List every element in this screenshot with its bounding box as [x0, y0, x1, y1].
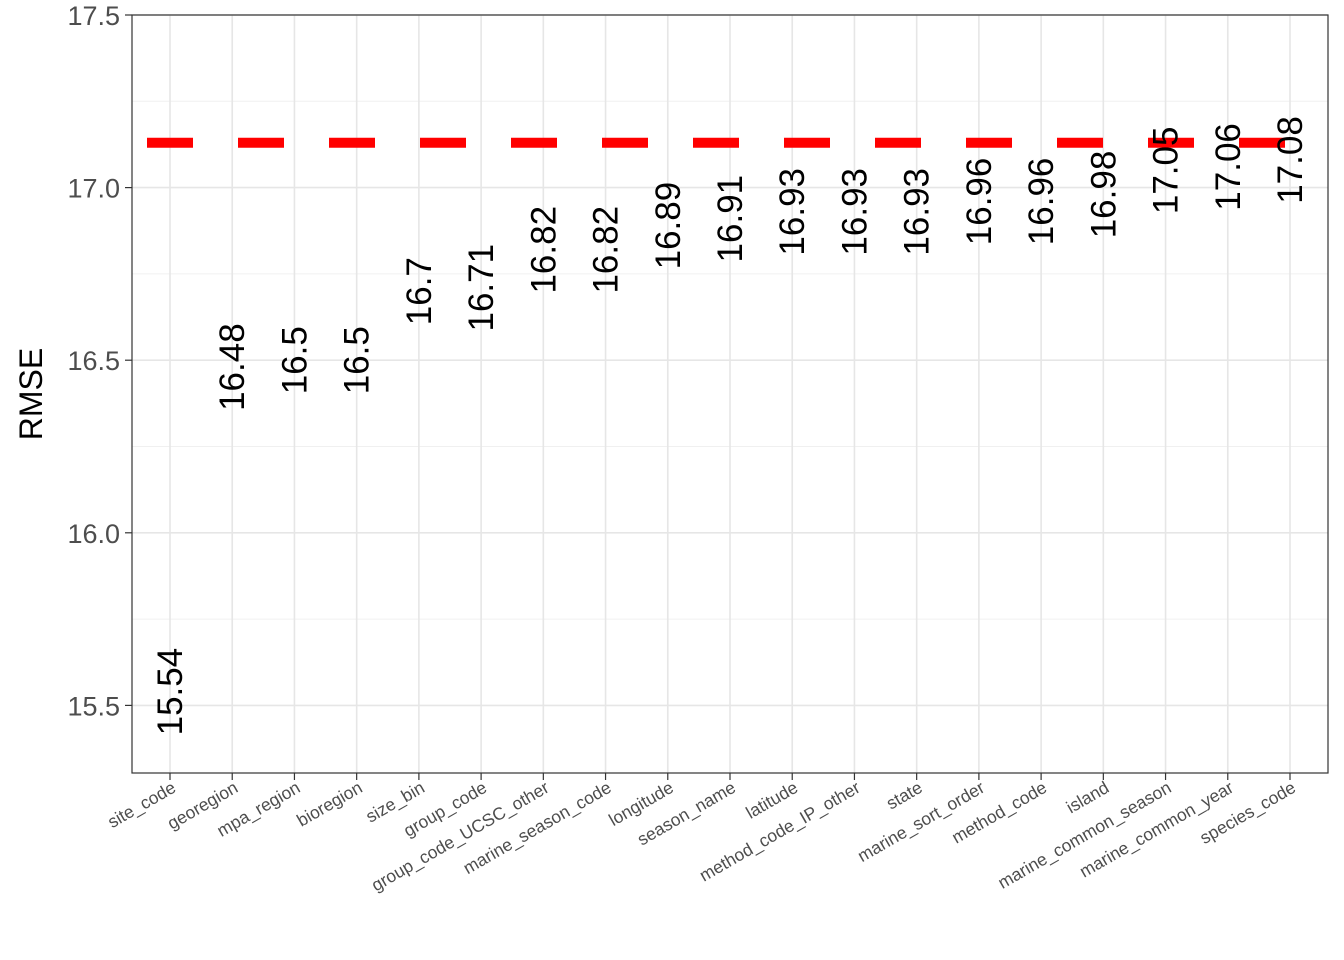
y-tick-label: 17.0	[67, 174, 120, 204]
y-tick-label: 16.0	[67, 519, 120, 549]
value-label: 16.91	[711, 175, 750, 263]
value-label: 16.82	[524, 206, 563, 294]
value-label: 16.96	[960, 158, 999, 246]
y-axis-title: RMSE	[13, 348, 49, 440]
y-tick-label: 17.5	[67, 1, 120, 31]
value-label: 16.89	[649, 182, 688, 270]
x-tick-label: state	[883, 777, 926, 813]
value-label: 16.93	[773, 168, 812, 256]
value-label: 16.96	[1022, 158, 1061, 246]
x-tick-label: bioregion	[293, 777, 365, 830]
y-tick-label: 15.5	[67, 691, 120, 721]
x-axis: site_codegeoregionmpa_regionbioregionsiz…	[104, 773, 1300, 896]
value-label: 15.54	[151, 648, 190, 736]
value-label: 16.48	[213, 323, 252, 411]
value-label: 16.5	[338, 326, 377, 394]
value-label: 16.98	[1084, 151, 1123, 239]
value-labels: 15.54 16.48 16.5 16.5 16.7 16.71 16.82 16.82 16.…	[151, 116, 1310, 735]
y-tick-label: 16.5	[67, 346, 120, 376]
value-label: 16.7	[400, 257, 439, 325]
value-label: 17.06	[1209, 123, 1248, 211]
value-label: 17.08	[1271, 116, 1310, 204]
value-label: 16.82	[587, 206, 626, 294]
value-label: 17.05	[1147, 127, 1186, 215]
value-label: 16.93	[898, 168, 937, 256]
value-label: 16.71	[462, 244, 501, 332]
value-label: 16.93	[835, 168, 874, 256]
y-axis: 15.5 16.0 16.5 17.0 17.5	[67, 1, 132, 721]
value-label: 16.5	[275, 326, 314, 394]
